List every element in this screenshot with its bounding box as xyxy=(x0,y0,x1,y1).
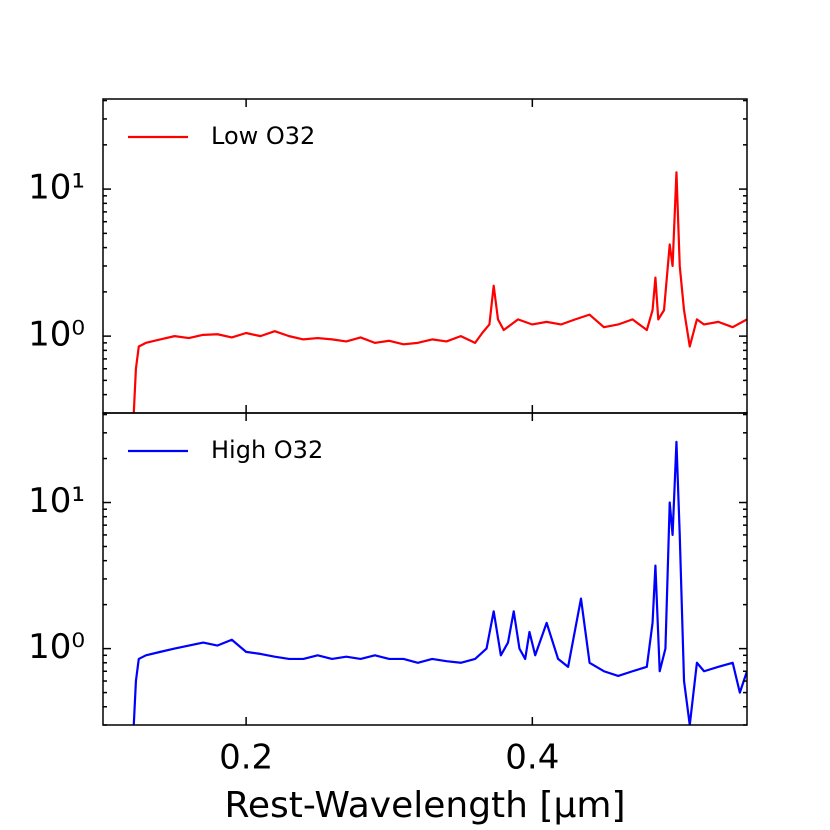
axes-frame xyxy=(102,412,748,726)
plot-area xyxy=(132,171,747,413)
spectrum-line xyxy=(132,171,747,413)
x-tick-label: 0.2 xyxy=(219,738,273,778)
legend-label: Low O32 xyxy=(211,122,315,150)
plot-area xyxy=(132,440,747,725)
legend-label: High O32 xyxy=(211,436,323,464)
x-axis-label: Rest-Wavelength [μm] xyxy=(224,785,625,826)
y-tick-label: 10⁰ xyxy=(28,315,85,355)
y-tick-label: 10¹ xyxy=(28,481,85,521)
y-tick-label: 10¹ xyxy=(28,168,85,208)
axes-frame xyxy=(102,98,748,414)
spectrum-line xyxy=(132,440,747,725)
x-tick-label: 0.4 xyxy=(505,738,559,778)
y-tick-label: 10⁰ xyxy=(28,627,85,667)
